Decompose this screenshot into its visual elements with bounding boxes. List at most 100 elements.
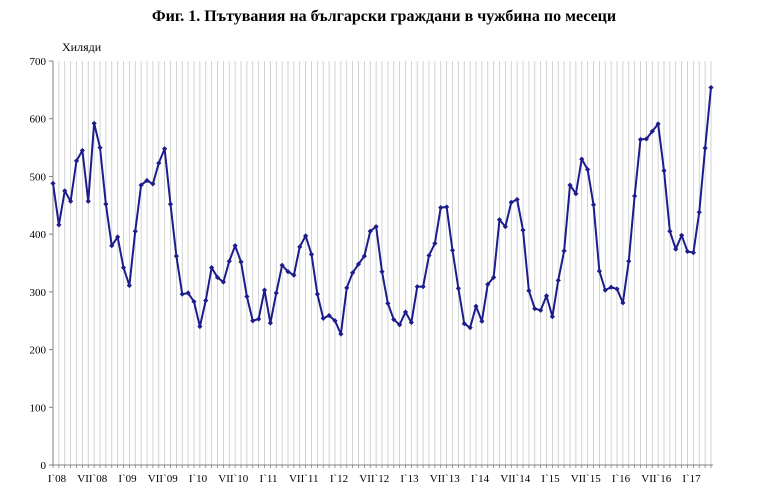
data-point [549,314,555,320]
data-point [285,269,291,275]
y-tick-label: 400 [30,229,47,241]
x-tick-label: I`17 [682,473,701,485]
data-point [514,196,520,203]
data-point [179,291,185,297]
data-point [173,253,179,259]
data-point [637,136,644,143]
x-tick-label: VII`12 [359,473,389,485]
data-point [397,322,403,328]
data-point [197,323,203,330]
data-point [573,191,579,197]
data-point [115,234,121,240]
data-point [455,285,461,291]
data-point [209,265,215,271]
data-point [62,188,68,194]
y-tick-label: 600 [30,114,47,126]
data-point [661,168,667,174]
data-point [485,281,491,287]
data-point [91,120,97,126]
data-point [150,181,156,187]
data-point [579,156,585,162]
data-point [620,300,626,306]
data-point [479,318,485,324]
data-point [303,233,309,239]
x-tick-label: I`16 [612,473,631,485]
label-layer: 0 100 200 300 400 500 600 700 I`08 VII`08 I`09 VII`… [30,56,702,485]
x-tick-label: VII`15 [571,473,601,485]
chart-title: Фиг. 1. Пътувания на български граждани … [151,8,617,25]
x-tick-label: VII`10 [218,473,248,485]
data-point [214,274,221,281]
data-point [626,258,632,264]
data-point [385,300,391,306]
data-point [473,303,479,309]
data-point [103,201,109,207]
data-point [414,284,420,290]
data-point [508,199,514,205]
data-point [602,287,608,293]
x-tick-label: I`14 [471,473,490,485]
data-point [344,285,350,291]
data-point [156,160,162,166]
data-point [308,251,315,257]
y-tick-label: 200 [30,345,47,357]
data-point [126,282,132,289]
y-tick-label: 700 [30,56,47,68]
data-point [608,284,614,290]
data-point [567,182,573,188]
data-point [267,320,273,326]
data-point [162,146,168,152]
data-point [226,258,232,264]
data-point [167,201,174,207]
data-point [68,198,74,204]
data-point [614,286,620,292]
grid-layer [52,61,712,465]
y-tick-label: 100 [30,402,47,414]
data-point [297,244,303,250]
data-point [144,177,150,184]
data-point [120,265,127,271]
data-point [367,228,373,234]
data-point [655,121,661,127]
x-tick-label: I`15 [541,473,560,485]
data-point [643,136,649,142]
axis-layer [49,60,713,468]
x-tick-label: I`10 [189,473,208,485]
data-point [279,262,285,268]
data-point [585,166,591,173]
data-point [320,315,326,322]
data-point [291,272,297,278]
x-tick-label: I`13 [400,473,419,485]
x-tick-label: VII`08 [77,473,107,485]
data-point [461,321,467,327]
data-point [97,144,103,151]
data-point [355,261,362,267]
data-point [690,250,696,256]
data-point [244,293,250,300]
data-point [590,202,597,208]
data-point [526,288,532,294]
data-point [79,147,85,154]
data-point [649,128,655,135]
data-point [708,84,714,91]
data-point [684,248,691,255]
data-point [373,224,379,230]
data-point [632,193,638,199]
x-tick-label: VII`09 [148,473,178,485]
data-point [261,287,268,293]
data-point [185,290,191,296]
data-point [432,240,438,246]
data-point [56,222,62,228]
data-point [496,217,503,223]
data-point [667,228,673,234]
data-point [191,299,197,305]
data-point [203,297,209,304]
data-point [402,309,409,315]
data-point [379,269,385,275]
data-point [561,248,567,254]
data-point [449,247,456,253]
data-point [232,243,238,249]
data-point [109,243,115,249]
data-point [314,291,320,297]
